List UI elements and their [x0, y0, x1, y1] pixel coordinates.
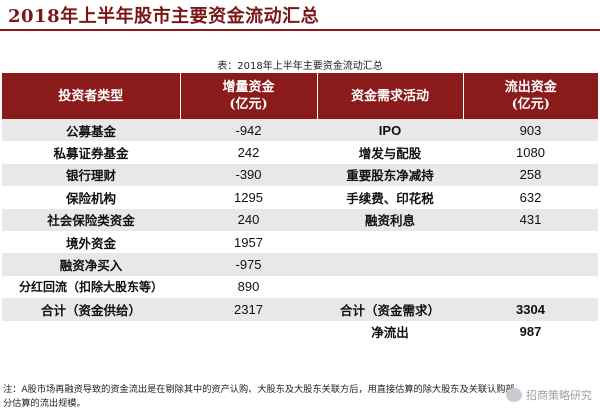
- demand-total-label: 合计（资金需求）: [317, 298, 463, 321]
- outflow-cell: 632: [463, 186, 598, 209]
- activity-cell: [317, 230, 463, 254]
- inflow-cell: -975: [180, 253, 317, 276]
- empty-cell: [180, 320, 317, 343]
- table-row: 境外资金 1957: [2, 230, 598, 254]
- inflow-cell: -942: [180, 119, 317, 142]
- header-outflow-text: 流出资金 (亿元): [504, 80, 557, 112]
- table-row: 社会保险类资金 240 融资利息 431: [2, 208, 598, 231]
- header-outflow: 流出资金 (亿元): [463, 73, 598, 119]
- activity-cell: IPO: [317, 119, 463, 142]
- outflow-cell: [463, 275, 598, 299]
- title-divider: [0, 29, 600, 31]
- inflow-cell: 890: [180, 275, 317, 299]
- fund-flow-table: 投资者类型 增量资金 (亿元) 资金需求活动 流出资金 (亿元) 公募基金 -942…: [2, 73, 598, 343]
- inflow-cell: 240: [180, 208, 317, 231]
- investor-type-cell: 社会保险类资金: [2, 208, 180, 231]
- inflow-cell: 1295: [180, 186, 317, 209]
- inflow-cell: 1957: [180, 230, 317, 254]
- outflow-cell: [463, 253, 598, 276]
- footnote: 注：A股市场再融资导致的资金流出是在剔除其中的资产认购、大股东及大股东关联方后，…: [3, 384, 515, 409]
- supply-total-value: 2317: [180, 298, 317, 321]
- watermark: 招商策略研究: [506, 387, 592, 403]
- outflow-cell: 1080: [463, 141, 598, 164]
- total-row: 合计（资金供给） 2317 合计（资金需求） 3304: [2, 298, 598, 321]
- table-row: 融资净买入 -975: [2, 253, 598, 276]
- investor-type-cell: 分红回流（扣除大股东等）: [2, 275, 180, 299]
- table-row: 公募基金 -942 IPO 903: [2, 119, 598, 142]
- empty-cell: [2, 320, 180, 343]
- activity-cell: 增发与配股: [317, 141, 463, 164]
- inflow-cell: -390: [180, 163, 317, 187]
- header-row: 投资者类型 增量资金 (亿元) 资金需求活动 流出资金 (亿元): [2, 73, 598, 119]
- table-row: 保险机构 1295 手续费、印花税 632: [2, 186, 598, 209]
- table-row: 银行理财 -390 重要股东净减持 258: [2, 163, 598, 187]
- header-activity: 资金需求活动: [317, 73, 464, 119]
- activity-cell: 重要股东净减持: [317, 163, 463, 187]
- header-inflow-text: 增量资金 (亿元): [222, 80, 275, 112]
- table-caption: 表：2018年上半年主要资金流动汇总: [217, 61, 383, 72]
- supply-total-label: 合计（资金供给）: [2, 298, 180, 321]
- activity-cell: [317, 253, 463, 276]
- net-outflow-value: 987: [463, 320, 598, 343]
- activity-cell: 融资利息: [317, 208, 463, 231]
- investor-type-cell: 境外资金: [2, 230, 180, 254]
- header-inflow: 增量资金 (亿元): [180, 73, 318, 119]
- investor-type-cell: 保险机构: [2, 186, 180, 209]
- outflow-cell: 431: [463, 208, 598, 231]
- investor-type-cell: 私募证券基金: [2, 141, 180, 164]
- outflow-cell: 258: [463, 163, 598, 187]
- outflow-cell: 903: [463, 119, 598, 142]
- inflow-cell: 242: [180, 141, 317, 164]
- demand-total-value: 3304: [463, 298, 598, 321]
- net-outflow-label: 净流出: [317, 320, 463, 343]
- investor-type-cell: 公募基金: [2, 119, 180, 142]
- slide-title: 2018年上半年股市主要资金流动汇总: [8, 6, 320, 27]
- outflow-cell: [463, 230, 598, 254]
- header-investor-type: 投资者类型: [2, 73, 181, 119]
- net-outflow-row: 净流出 987: [2, 320, 598, 343]
- activity-cell: [317, 275, 463, 299]
- activity-cell: 手续费、印花税: [317, 186, 463, 209]
- watermark-text: 招商策略研究: [526, 389, 592, 402]
- wechat-icon: [506, 388, 522, 402]
- table-row: 私募证券基金 242 增发与配股 1080: [2, 141, 598, 164]
- investor-type-cell: 融资净买入: [2, 253, 180, 276]
- table-row: 分红回流（扣除大股东等） 890: [2, 275, 598, 299]
- investor-type-cell: 银行理财: [2, 163, 180, 187]
